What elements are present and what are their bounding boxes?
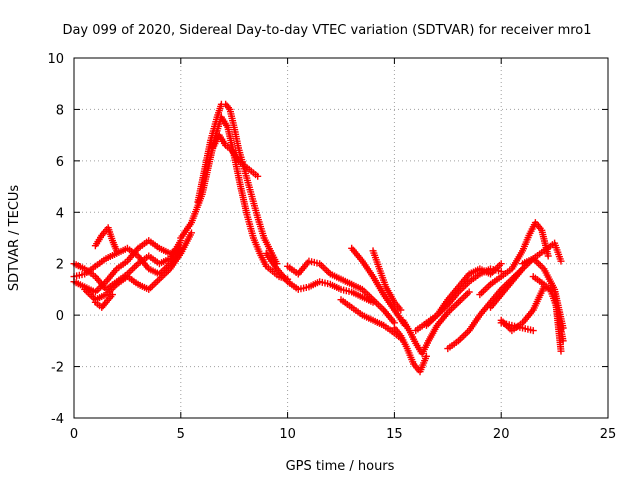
series-trough-2 xyxy=(399,288,473,358)
y-tick-label: -2 xyxy=(51,361,64,376)
data-point xyxy=(254,172,262,180)
x-tick-label: 10 xyxy=(279,427,296,442)
series-rise-8 xyxy=(529,273,567,345)
series-rise-7 xyxy=(519,239,565,268)
series-falloff-1 xyxy=(262,249,377,306)
plot-frame xyxy=(73,57,609,419)
x-tick-label: 25 xyxy=(600,427,617,442)
series-peak-3 xyxy=(209,131,262,180)
data-point xyxy=(557,257,565,265)
x-axis-label: GPS time / hours xyxy=(286,459,395,474)
data-point xyxy=(557,347,565,355)
data-point xyxy=(544,252,552,260)
x-tick-label: 0 xyxy=(70,427,78,442)
y-tick-label: 8 xyxy=(56,103,64,118)
x-tick-label: 5 xyxy=(177,427,185,442)
series-trough-1 xyxy=(390,324,430,376)
data-point xyxy=(108,291,116,299)
series-track-6 xyxy=(91,291,116,311)
data-point xyxy=(559,337,567,345)
data-point xyxy=(529,327,537,335)
series-peak-2 xyxy=(194,100,281,268)
data-point xyxy=(397,306,405,314)
x-tick-label: 15 xyxy=(386,427,403,442)
y-tick-label: 2 xyxy=(56,258,64,273)
y-tick-label: 4 xyxy=(56,206,64,221)
data-point xyxy=(113,247,121,255)
y-tick-label: 0 xyxy=(56,309,64,324)
data-point xyxy=(422,352,430,360)
series-rise-6 xyxy=(497,319,537,335)
series-falloff-4 xyxy=(348,244,409,329)
series-falloff-5 xyxy=(369,247,405,314)
y-tick-label: 10 xyxy=(47,52,64,67)
y-axis-label: SDTVAR / TECUs xyxy=(7,185,22,292)
chart-title: Day 099 of 2020, Sidereal Day-to-day VTE… xyxy=(62,23,591,38)
data-point xyxy=(465,288,473,296)
y-tick-label: -4 xyxy=(51,412,64,427)
series-rise-1 xyxy=(444,265,527,353)
series-falloff-3 xyxy=(337,296,405,342)
x-tick-label: 20 xyxy=(493,427,510,442)
data-points xyxy=(70,100,567,376)
series-track-4 xyxy=(81,229,195,304)
series-falloff-2 xyxy=(284,257,398,327)
series-track-5 xyxy=(91,224,121,255)
grid xyxy=(74,58,608,418)
data-point xyxy=(497,260,505,268)
series-rise-2 xyxy=(422,260,505,329)
y-tick-label: 6 xyxy=(56,155,64,170)
data-point xyxy=(187,229,195,237)
